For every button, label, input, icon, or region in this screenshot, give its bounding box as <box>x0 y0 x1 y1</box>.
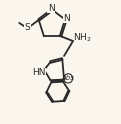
Text: N: N <box>48 4 54 13</box>
Text: HN: HN <box>32 68 45 77</box>
Text: Abs: Abs <box>62 75 75 81</box>
Text: S: S <box>25 23 30 32</box>
Text: NH$_2$: NH$_2$ <box>72 31 91 44</box>
Text: N: N <box>64 14 70 23</box>
